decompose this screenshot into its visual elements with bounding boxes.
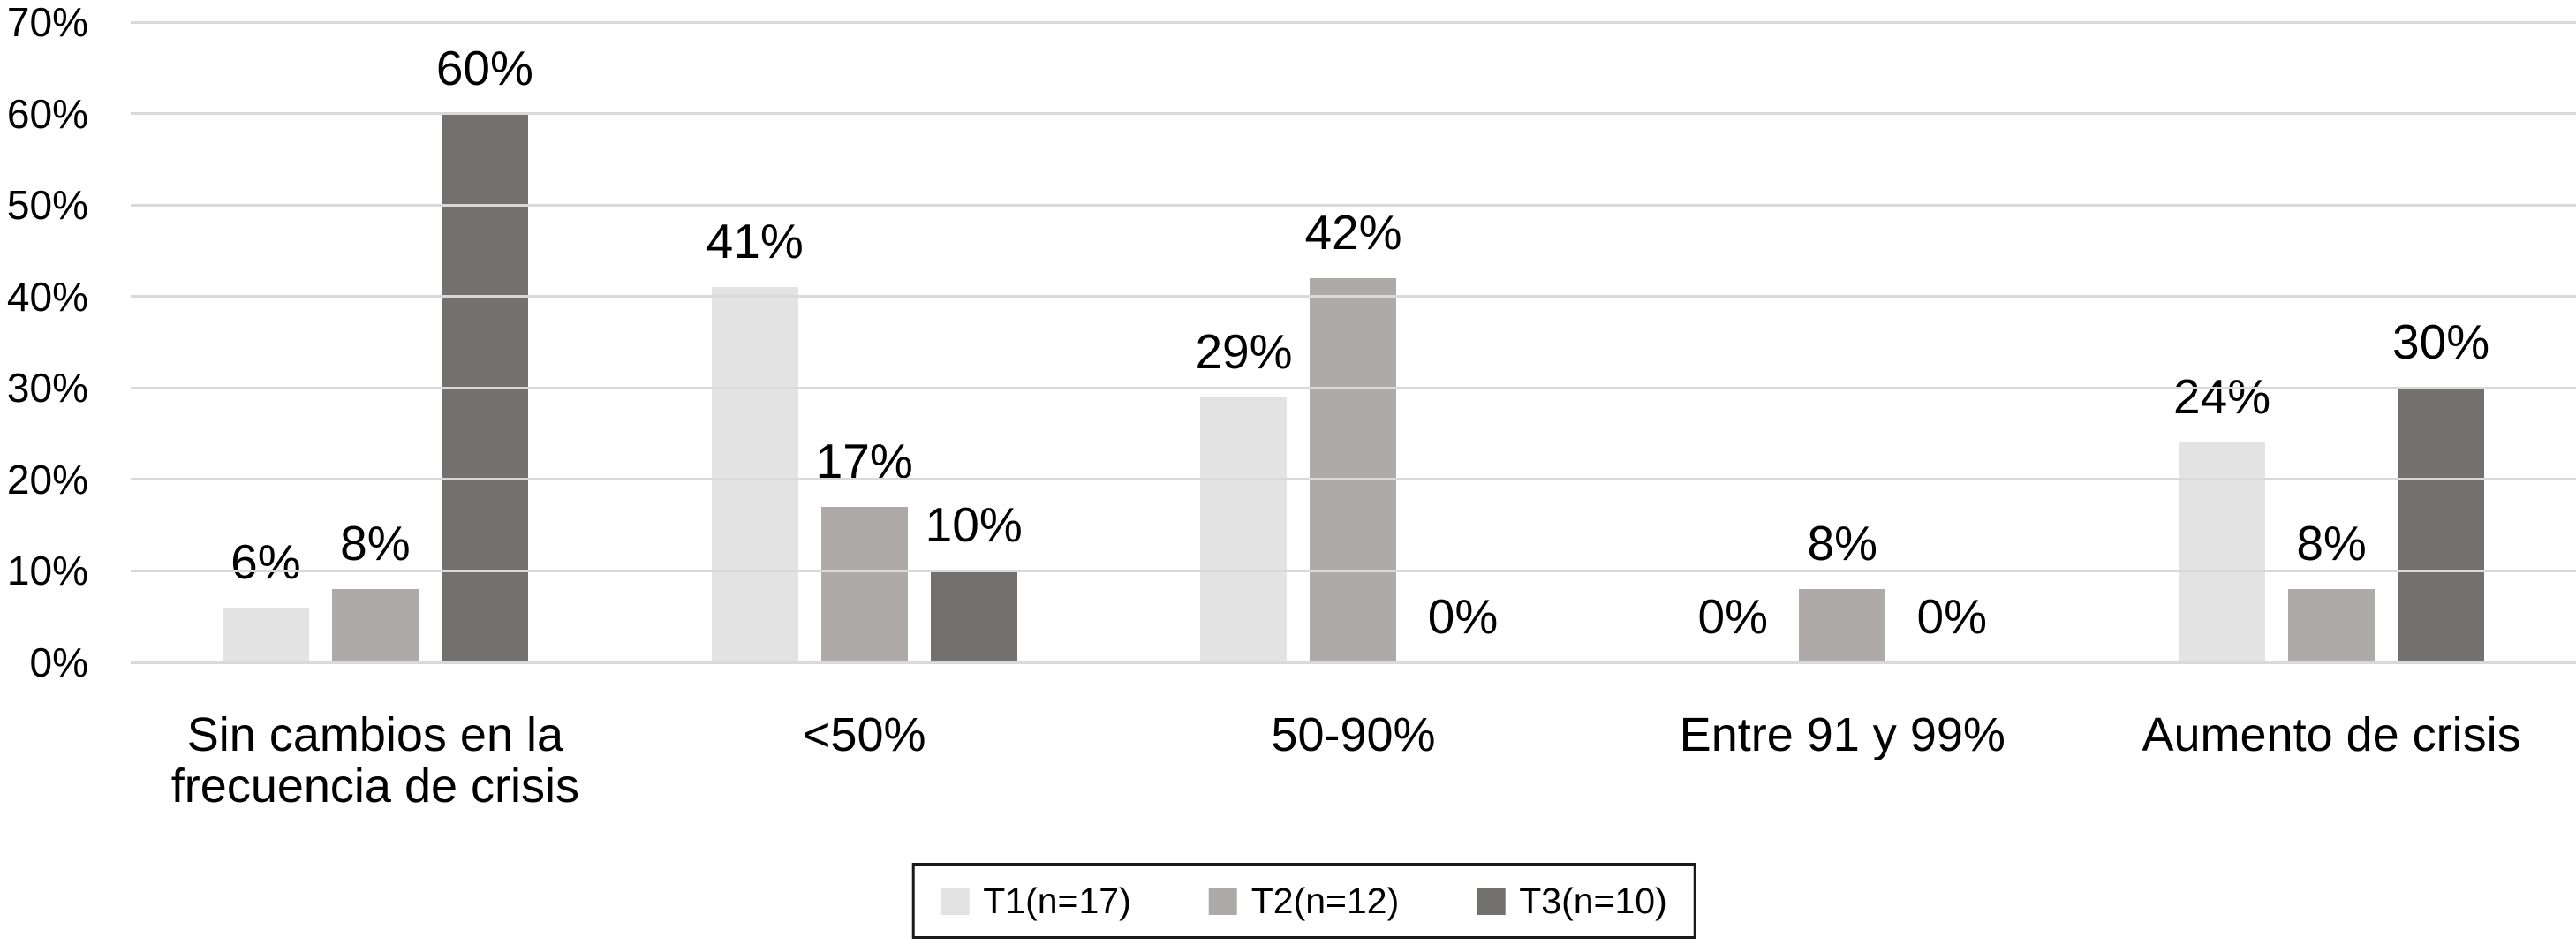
legend: T1(n=17) T2(n=12) T3(n=10) [911,863,1696,939]
gridline [131,20,2576,24]
legend-item: T3(n=10) [1477,880,1667,921]
legend-label: T3(n=10) [1519,880,1667,921]
bar-value-label: 8% [340,516,411,571]
bar-group: 29% 42% 0% [1109,22,1598,662]
bar-group: 6% 8% 60% [131,22,620,662]
bar-groups: 6% 8% 60% 41% 17% 10% 29% 42% 0% 0% 8% 0% 24% 8% 30% [131,22,2576,662]
bar-value-label: 24% [2173,369,2271,425]
gridline [131,203,2576,207]
bar-slot: 30% [2392,22,2489,662]
x-axis-category-label: <50% [802,708,926,761]
gridline [131,386,2576,389]
bar-value-label: 10% [925,497,1023,553]
x-axis-category-label: Entre 91 y 99% [1679,708,2006,761]
bar-slot: 41% [706,22,804,662]
plot-area: 6% 8% 60% 41% 17% 10% 29% 42% 0% 0% 8% 0% 24% 8% 30% [131,20,2576,664]
y-axis-tick-label: 40% [6,273,88,320]
gridline [131,112,2576,116]
bar-slot: 0% [1689,22,1776,662]
bar-slot: 10% [925,22,1023,662]
bar-t1 [1200,397,1288,662]
bar-slot: 0% [1908,22,1995,662]
bar-t3 [930,571,1017,662]
bar-value-label: 6% [230,533,301,589]
bar-slot: 8% [1799,22,1886,662]
y-axis-tick-label: 30% [6,365,88,412]
legend-item: T2(n=12) [1208,880,1400,921]
bar-t2 [820,506,908,662]
bar-value-label: 29% [1195,323,1293,379]
gridline [131,295,2576,299]
bar-t2 [1799,589,1886,662]
bar-value-label: 60% [435,40,533,95]
legend-swatch [1208,887,1237,915]
bar-value-label: 0% [1916,589,1988,644]
x-axis-category-label: 50-90% [1271,708,1436,761]
bar-t2 [1310,278,1397,662]
y-axis-tick-label: 10% [6,548,88,594]
bar-value-label: 30% [2392,314,2490,370]
bar-value-label: 42% [1304,205,1402,260]
bar-group: 41% 17% 10% [620,22,1109,662]
gridline [131,569,2576,572]
bar-slot: 17% [816,22,913,662]
bar-t2 [2288,589,2376,662]
bar-slot: 8% [331,22,419,662]
bar-t1 [2179,442,2266,662]
y-axis-tick-label: 50% [6,182,88,229]
bar-group: 24% 8% 30% [2087,22,2576,662]
bar-slot: 60% [436,22,533,662]
y-axis-tick-label: 20% [6,456,88,503]
bar-slot: 29% [1195,22,1293,662]
bar-t3 [2398,388,2485,662]
legend-label: T1(n=17) [983,880,1131,921]
legend-swatch [941,887,970,915]
bar-slot: 8% [2288,22,2376,662]
bar-value-label: 8% [1807,516,1878,571]
y-axis-tick-label: 0% [29,639,88,685]
y-axis-tick-label: 70% [6,0,88,45]
bar-value-label: 17% [815,433,913,488]
x-axis-category-label: Aumento de crisis [2142,708,2521,761]
y-axis: 70% 60% 50% 40% 30% 20% 10% 0% [0,2,88,683]
bar-group: 0% 8% 0% [1598,22,2087,662]
legend-swatch [1477,887,1506,915]
bar-slot: 0% [1419,22,1506,662]
bar-t2 [331,589,419,662]
bar-slot: 42% [1304,22,1402,662]
gridline [131,661,2576,664]
y-axis-tick-label: 60% [6,90,88,137]
bar-t1 [222,607,309,662]
bar-slot: 6% [222,22,309,662]
x-axis-categories: Sin cambios en la frecuencia de crisis <50… [131,709,2576,812]
bar-value-label: 0% [1697,589,1769,644]
legend-item: T1(n=17) [941,880,1131,921]
legend-label: T2(n=12) [1250,880,1400,921]
bar-value-label: 41% [706,214,804,269]
bar-value-label: 8% [2296,516,2367,571]
bar-value-label: 0% [1427,589,1499,644]
gridline [131,478,2576,481]
bar-t1 [711,287,798,662]
x-axis-category-label: Sin cambios en la frecuencia de crisis [170,708,579,813]
bar-slot: 24% [2173,22,2270,662]
